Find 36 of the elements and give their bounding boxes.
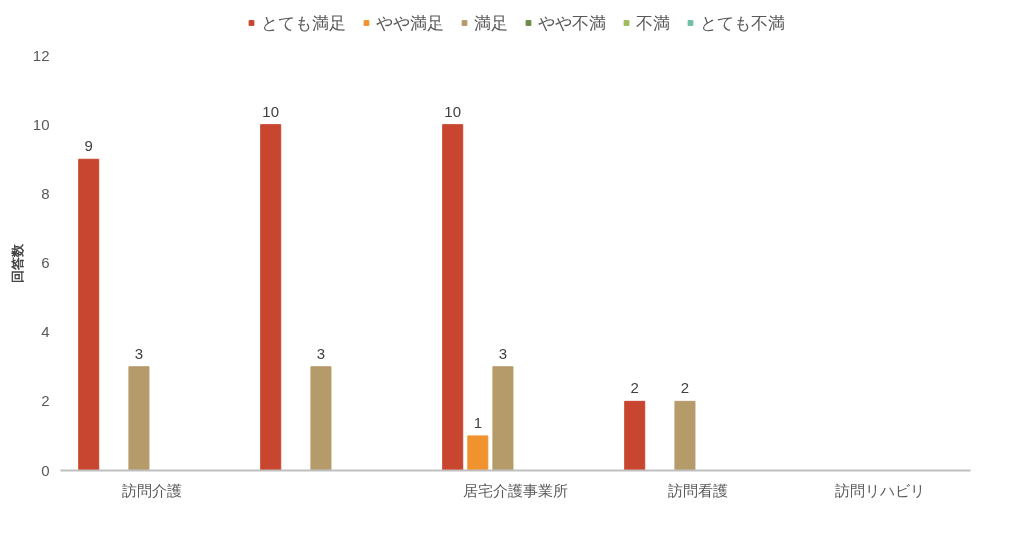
- data-label: 2: [680, 379, 690, 397]
- x-tick-label: 訪問リハビリ: [834, 481, 925, 499]
- legend-label: 不満: [636, 12, 670, 34]
- bar: [467, 435, 489, 471]
- bar: [128, 366, 150, 471]
- bar: [260, 124, 282, 471]
- y-tick-label: 12: [32, 46, 50, 64]
- legend-label: やや不満: [538, 12, 606, 34]
- legend-label: やや満足: [376, 12, 444, 34]
- bar: [78, 158, 100, 471]
- y-tick-label: 2: [41, 392, 50, 410]
- bar: [674, 400, 696, 471]
- y-tick-label: 0: [41, 461, 50, 479]
- x-tick-label: 居宅介護事業所: [463, 481, 568, 499]
- legend-label: 満足: [474, 12, 508, 34]
- data-label: 10: [444, 102, 462, 120]
- data-label: 2: [630, 379, 639, 397]
- legend-label: とても不満: [700, 12, 785, 34]
- y-tick-label: 4: [41, 323, 50, 341]
- data-label: 3: [316, 344, 326, 362]
- bar: [492, 366, 514, 471]
- x-tick-label: 訪問介護: [121, 481, 182, 499]
- data-label: 3: [134, 344, 144, 362]
- legend-label: とても満足: [261, 12, 346, 34]
- data-label: 9: [84, 137, 93, 155]
- bar: [442, 124, 464, 471]
- y-tick-label: 8: [41, 184, 50, 202]
- y-tick-label: 6: [41, 254, 50, 271]
- data-label: 1: [473, 413, 482, 431]
- x-tick-label: 訪問看護: [667, 481, 728, 499]
- data-label: 3: [498, 344, 508, 362]
- bar: [624, 400, 646, 471]
- data-label: 10: [262, 102, 280, 120]
- bar: [310, 366, 332, 471]
- y-tick-label: 10: [32, 115, 50, 133]
- y-axis-title: 回答数: [9, 242, 25, 283]
